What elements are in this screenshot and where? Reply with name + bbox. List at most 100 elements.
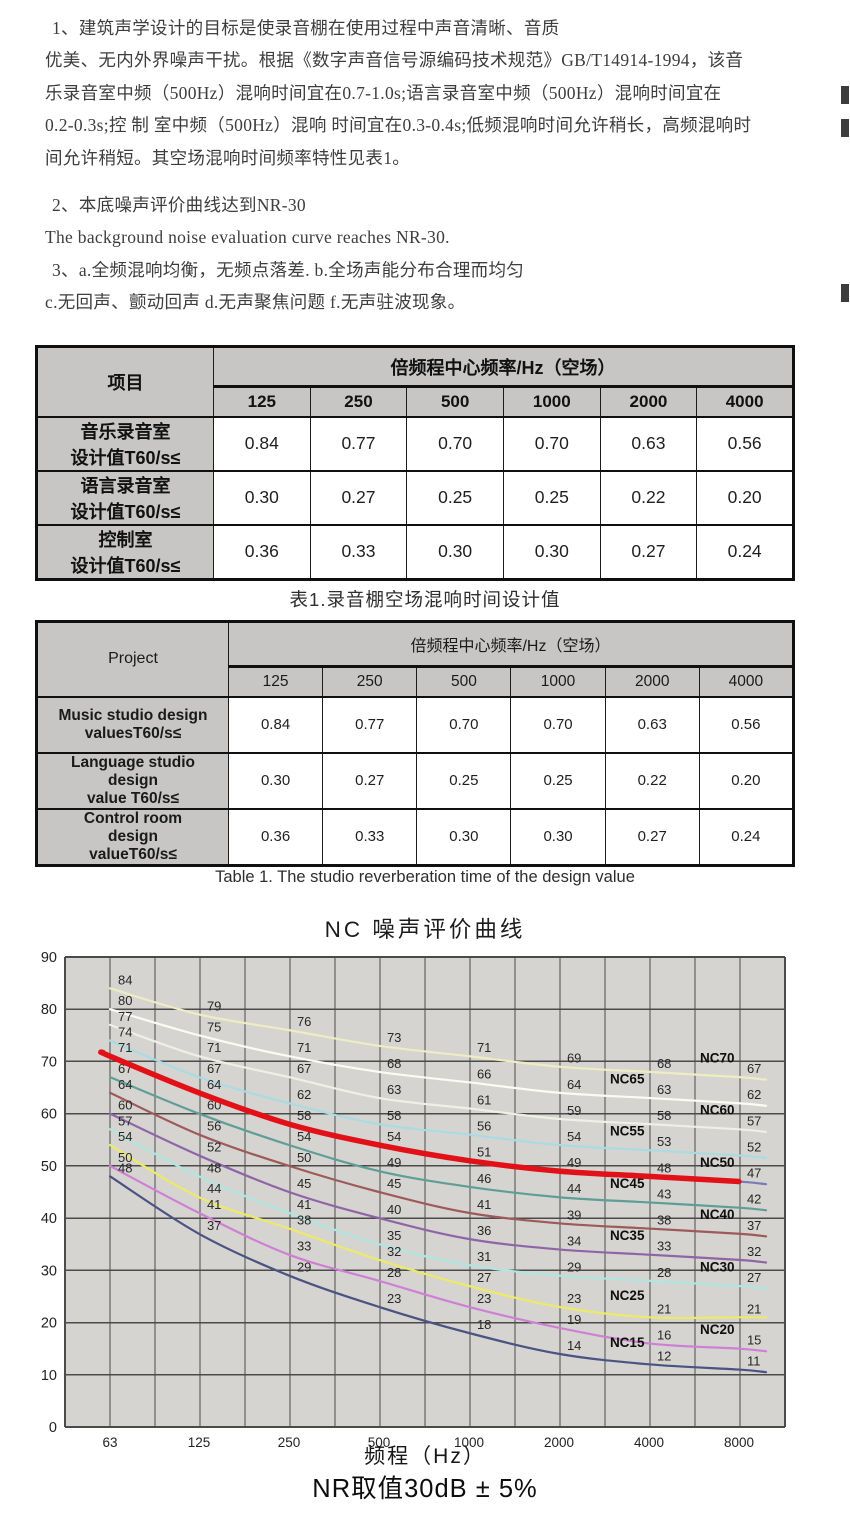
svg-text:NC60: NC60 <box>700 1103 735 1118</box>
svg-text:44: 44 <box>567 1181 581 1196</box>
svg-text:33: 33 <box>657 1239 671 1254</box>
svg-text:NC30: NC30 <box>700 1259 735 1274</box>
svg-text:34: 34 <box>567 1233 581 1248</box>
svg-text:33: 33 <box>297 1239 311 1254</box>
svg-text:4000: 4000 <box>634 1435 664 1450</box>
svg-text:36: 36 <box>477 1223 491 1238</box>
text-line: 0.2-0.3s;控 制 室中频（500Hz）混响 时间宜在0.3-0.4s;低… <box>45 115 752 136</box>
svg-text:60: 60 <box>118 1098 132 1113</box>
svg-text:10: 10 <box>41 1368 57 1384</box>
svg-text:2000: 2000 <box>544 1435 574 1450</box>
table-cell: 0.77 <box>322 695 418 753</box>
table-cell: 0.27 <box>322 751 418 809</box>
svg-text:15: 15 <box>747 1333 761 1348</box>
svg-text:45: 45 <box>387 1176 401 1191</box>
svg-text:68: 68 <box>657 1056 671 1071</box>
table-cell: 0.25 <box>406 469 504 525</box>
table-header-cell: 音乐录音室 设计值T60/s≤ <box>36 415 214 471</box>
table-cell: 0.30 <box>213 469 311 525</box>
table-header-cell: Language studio design value T60/s≤ <box>36 751 229 809</box>
svg-text:31: 31 <box>477 1249 491 1264</box>
svg-text:48: 48 <box>657 1160 671 1175</box>
svg-text:71: 71 <box>118 1040 132 1055</box>
table-cell: 0.25 <box>416 751 512 809</box>
svg-text:NC70: NC70 <box>700 1051 735 1066</box>
chart-footnote: NR取值30dB ± 5% <box>312 1475 538 1503</box>
table-caption-en: Table 1. The studio reverberation time o… <box>215 868 635 886</box>
svg-text:43: 43 <box>657 1186 671 1201</box>
svg-text:23: 23 <box>387 1291 401 1306</box>
svg-text:58: 58 <box>297 1108 311 1123</box>
curve-value-labels: 84 79 76 73 71 69 68 67 80 75 71 68 66 64 63 62 77 71 67 63… <box>118 972 761 1368</box>
svg-text:37: 37 <box>747 1218 761 1233</box>
svg-text:71: 71 <box>477 1040 491 1055</box>
svg-text:61: 61 <box>477 1092 491 1107</box>
table-header-cell: 控制室 设计值T60/s≤ <box>36 523 214 580</box>
svg-text:35: 35 <box>387 1228 401 1243</box>
text-line: c.无回声、颤动回声 d.无声聚焦问题 f.无声驻波现象。 <box>45 292 466 313</box>
table-row: Language studio design value T60/s≤ 0.30 0.2… <box>36 751 795 809</box>
table-row: 语言录音室 设计值T60/s≤ 0.30 0.27 0.25 0.25 0.22 0.20 <box>36 469 794 525</box>
svg-text:63: 63 <box>387 1082 401 1097</box>
svg-text:50: 50 <box>41 1159 57 1175</box>
svg-text:67: 67 <box>747 1061 761 1076</box>
svg-text:23: 23 <box>567 1291 581 1306</box>
svg-text:67: 67 <box>297 1061 311 1076</box>
svg-text:14: 14 <box>567 1338 581 1353</box>
svg-text:76: 76 <box>297 1014 311 1029</box>
scan-artifact <box>841 86 849 104</box>
table-cell: 0.70 <box>510 695 606 753</box>
table-cell: 0.36 <box>227 807 324 866</box>
table-row: 控制室 设计值T60/s≤ 0.36 0.33 0.30 0.30 0.27 0.24 <box>36 523 794 580</box>
svg-text:27: 27 <box>747 1270 761 1285</box>
svg-text:29: 29 <box>567 1260 581 1275</box>
table-header-cell: 4000 <box>696 385 794 417</box>
svg-text:NC25: NC25 <box>610 1288 645 1303</box>
nc-curves <box>108 987 768 1374</box>
svg-text:48: 48 <box>207 1160 221 1175</box>
table-cell: 0.30 <box>510 807 606 866</box>
svg-text:58: 58 <box>387 1108 401 1123</box>
svg-text:NC20: NC20 <box>700 1322 735 1337</box>
table-row: 音乐录音室 设计值T60/s≤ 0.84 0.77 0.70 0.70 0.63 0.56 <box>36 415 794 471</box>
table-header-cell: 125 <box>213 385 311 417</box>
scan-artifact <box>841 119 849 137</box>
table-header-cell: 250 <box>309 385 408 417</box>
svg-text:37: 37 <box>207 1218 221 1233</box>
svg-text:12: 12 <box>657 1348 671 1363</box>
table-cell: 0.22 <box>604 751 700 809</box>
svg-text:39: 39 <box>567 1207 581 1222</box>
svg-text:62: 62 <box>747 1087 761 1102</box>
svg-text:66: 66 <box>477 1066 491 1081</box>
svg-text:49: 49 <box>387 1155 401 1170</box>
table-header-cell: 125 <box>227 665 324 697</box>
svg-text:62: 62 <box>297 1087 311 1102</box>
svg-text:47: 47 <box>747 1166 761 1181</box>
table-cell: 0.33 <box>322 807 418 866</box>
svg-text:49: 49 <box>567 1155 581 1170</box>
svg-text:57: 57 <box>747 1113 761 1128</box>
svg-text:50: 50 <box>118 1150 132 1165</box>
table-caption-cn: 表1.录音棚空场混响时间设计值 <box>289 589 561 610</box>
highlight-curve <box>98 1049 742 1185</box>
svg-text:80: 80 <box>118 993 132 1008</box>
svg-text:90: 90 <box>41 950 57 966</box>
svg-text:41: 41 <box>477 1197 491 1212</box>
svg-text:48: 48 <box>118 1160 132 1175</box>
x-axis-title: 频程（Hz） <box>364 1445 486 1468</box>
svg-text:64: 64 <box>567 1077 581 1092</box>
svg-text:500: 500 <box>368 1435 391 1450</box>
svg-text:74: 74 <box>118 1025 132 1040</box>
reverberation-table-cn: 项目 倍频程中心频率/Hz（空场） 125 250 500 1000 2000 4000 音乐录… <box>35 345 795 581</box>
svg-text:18: 18 <box>477 1317 491 1332</box>
table-header-cell: 项目 <box>36 346 214 417</box>
table-cell: 0.84 <box>213 415 311 471</box>
svg-text:41: 41 <box>297 1197 311 1212</box>
svg-text:42: 42 <box>747 1192 761 1207</box>
table-cell: 0.25 <box>510 751 606 809</box>
table-header-cell: Project <box>36 621 229 697</box>
svg-text:56: 56 <box>207 1119 221 1134</box>
table-header-cell: Control room design valueT60/s≤ <box>36 807 229 866</box>
svg-text:NC55: NC55 <box>610 1124 645 1139</box>
